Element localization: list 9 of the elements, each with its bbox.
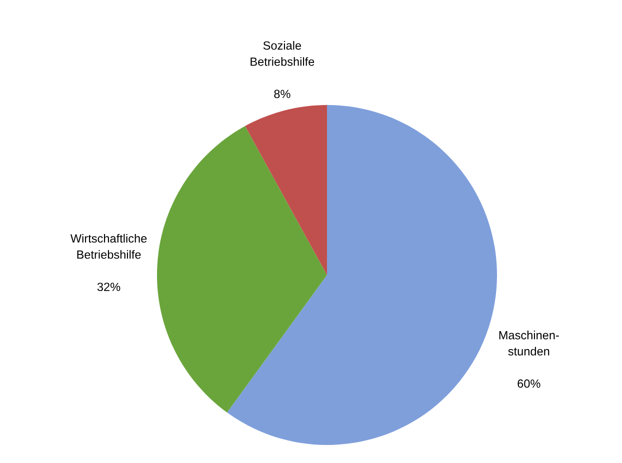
pie-slice [227, 105, 497, 445]
data-label: 8% [274, 90, 290, 98]
pie-slice [245, 105, 327, 275]
pie-slice [157, 126, 327, 413]
slice-label: Soziale Betriebshilfe [250, 41, 314, 66]
slice-label: Maschinen- stunden [499, 330, 559, 356]
data-label: 60% [518, 379, 540, 388]
data-label: 32% [97, 282, 120, 292]
slice-label: Wirtschaftliche Betriebshilfe [70, 234, 147, 259]
